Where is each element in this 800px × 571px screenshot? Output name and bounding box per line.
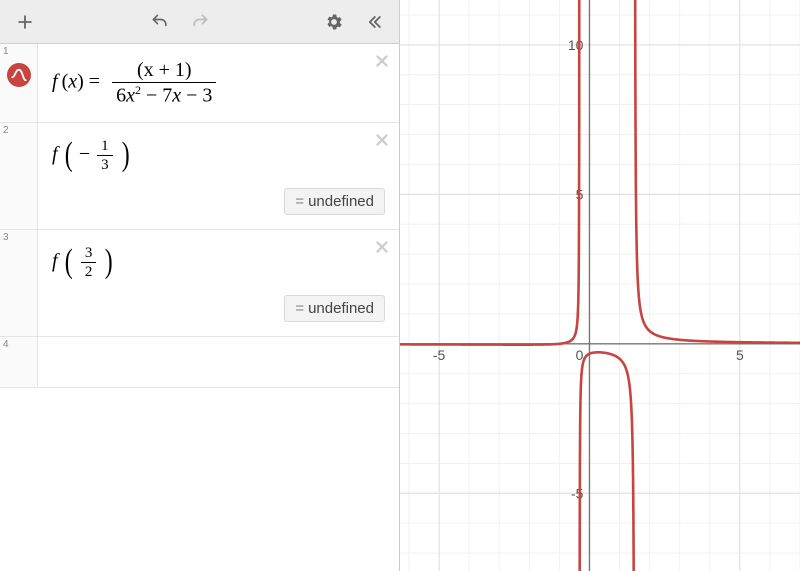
- expression-index: 2: [0, 123, 38, 229]
- expression-index: 1: [0, 44, 38, 122]
- expression-row[interactable]: 1 f (x) = (x + 1): [0, 44, 399, 123]
- expression-index: 4: [0, 337, 38, 387]
- result-badge: =undefined: [284, 188, 385, 215]
- expression-math[interactable]: f ( 3 2 ): [52, 244, 385, 281]
- expression-row[interactable]: 2 f ( − 1 3 ): [0, 123, 399, 230]
- expression-panel: 1 f (x) = (x + 1): [0, 0, 400, 571]
- svg-text:10: 10: [568, 37, 584, 53]
- svg-text:5: 5: [736, 347, 744, 363]
- graph-viewport[interactable]: -55-55100: [400, 0, 800, 571]
- expression-row-empty[interactable]: 4: [0, 337, 399, 388]
- toolbar: [0, 0, 399, 44]
- expression-math[interactable]: f (x) = (x + 1) 6x2 − 7x − 3: [52, 58, 385, 108]
- expression-row[interactable]: 3 f ( 3 2 ): [0, 230, 399, 337]
- undo-button[interactable]: [143, 5, 177, 39]
- result-badge: =undefined: [284, 295, 385, 322]
- expression-index: 3: [0, 230, 38, 336]
- graph-canvas[interactable]: -55-55100: [400, 0, 800, 571]
- svg-text:-5: -5: [433, 347, 446, 363]
- delete-expression-icon[interactable]: [373, 131, 391, 154]
- delete-expression-icon[interactable]: [373, 52, 391, 75]
- plot-color-glyph[interactable]: [7, 63, 31, 87]
- svg-text:-5: -5: [571, 485, 584, 501]
- delete-expression-icon[interactable]: [373, 238, 391, 261]
- collapse-panel-button[interactable]: [357, 5, 391, 39]
- redo-button[interactable]: [183, 5, 217, 39]
- expression-list: 1 f (x) = (x + 1): [0, 44, 399, 571]
- expression-math[interactable]: f ( − 1 3 ): [52, 137, 385, 174]
- settings-button[interactable]: [317, 5, 351, 39]
- add-expression-button[interactable]: [8, 5, 42, 39]
